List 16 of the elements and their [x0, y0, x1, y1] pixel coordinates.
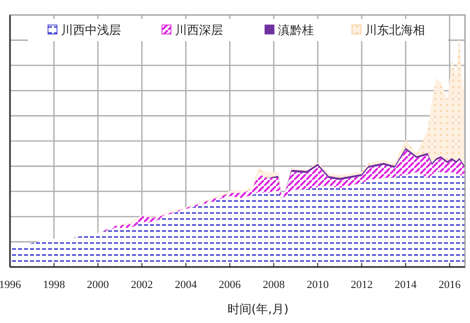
x-tick-label: 1998: [42, 279, 66, 291]
x-tick-label: 2004: [174, 279, 198, 291]
x-tick-label: 2014: [394, 279, 418, 291]
legend-label: 川东北海相: [365, 23, 425, 37]
x-axis-title: 时间(年,月): [227, 302, 289, 316]
legend-label: 川西中浅层: [61, 23, 121, 37]
x-tick-label: 2016: [438, 279, 462, 291]
legend-label: 滇黔桂: [278, 23, 314, 37]
legend-label: 川西深层: [175, 23, 223, 37]
x-tick-label: 1996: [0, 279, 22, 291]
x-tick-label: 2002: [130, 279, 153, 291]
x-tick-label: 2010: [306, 279, 330, 291]
x-tick-label: 2000: [86, 279, 110, 291]
x-tick-label: 2012: [350, 279, 373, 291]
x-tick-label: 2008: [262, 279, 286, 291]
x-tick-label: 2006: [218, 279, 242, 291]
